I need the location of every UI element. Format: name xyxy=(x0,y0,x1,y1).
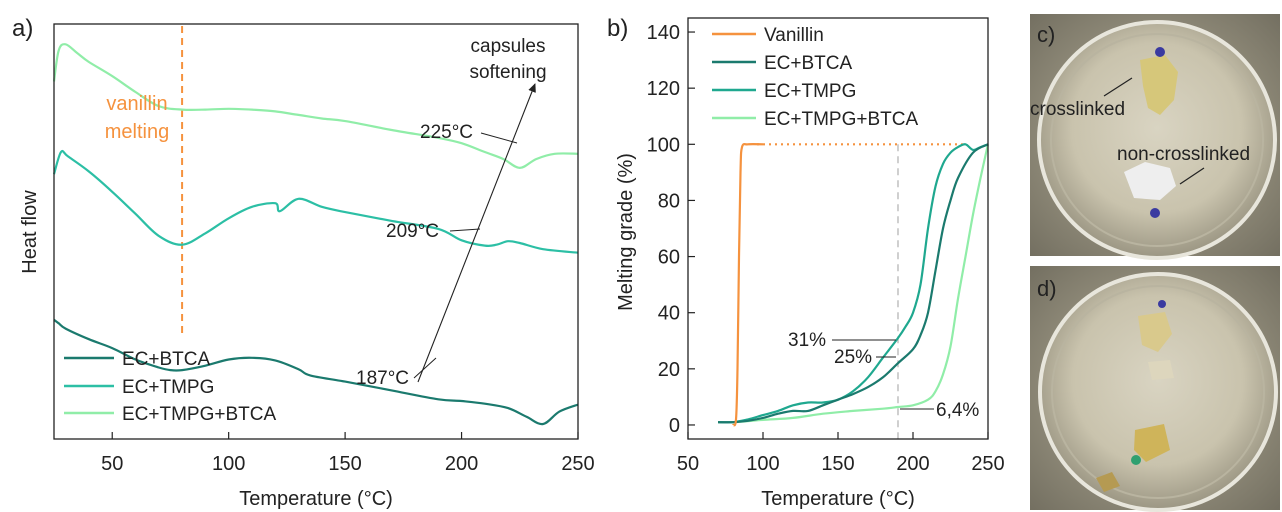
vline-label-line2: melting xyxy=(105,121,169,143)
panel-a-ylabel: Heat flow xyxy=(19,190,41,274)
panel-b-label: b) xyxy=(607,15,628,42)
legend-a-entry-2: EC+TMPG xyxy=(122,377,214,398)
b-x-tick-label: 200 xyxy=(896,453,929,475)
b-y-tick-label: 100 xyxy=(647,134,680,156)
panel-b-axes: 50 100 150 200 250 0 20 40 60 80 100 120 140 xyxy=(647,22,1005,475)
legend-a-entry-1: EC+BTCA xyxy=(122,349,210,370)
annotation-31: 31% xyxy=(788,330,826,351)
annotation-softening-line2: softening xyxy=(469,62,546,83)
photo-c-noncrosslinked-arrow xyxy=(1179,167,1205,185)
b-y-tick-label: 60 xyxy=(658,247,680,269)
vline-label-line1: vanillin xyxy=(106,93,167,115)
photo-c-label: c) xyxy=(1037,22,1055,47)
photo-c-yellow-sample xyxy=(1140,55,1178,115)
photo-d-green-spot xyxy=(1131,455,1141,465)
photo-d: d) xyxy=(1030,266,1280,512)
series-a-2-line xyxy=(52,149,579,254)
b-y-tick-label: 20 xyxy=(658,359,680,381)
photo-c-noncrosslinked-label: non-crosslinked xyxy=(1117,144,1250,165)
series-b-3-line xyxy=(717,143,989,424)
b-y-tick-label: 0 xyxy=(669,415,680,437)
photo-d-fragment-3 xyxy=(1134,424,1170,462)
b-x-tick-label: 250 xyxy=(971,453,1004,475)
panel-a-legend: EC+BTCA EC+TMPG EC+TMPG+BTCA xyxy=(64,349,276,425)
photo-c-white-sample xyxy=(1124,162,1176,200)
a-x-tick-label: 250 xyxy=(561,453,594,475)
photo-c-dish-inner xyxy=(1050,33,1264,247)
panel-b: b) 50 100 150 200 250 0 20 40 60 80 100 120 140 Temp… xyxy=(607,15,1005,510)
photo-c-marker-top xyxy=(1155,47,1165,57)
panel-a-plot xyxy=(52,26,579,426)
panel-a-x-axis: 50 100 150 200 250 xyxy=(101,432,595,475)
panel-a: a) 50 100 150 200 250 Temperature (°C) Heat … xyxy=(12,15,595,510)
annotation-25: 25% xyxy=(834,347,872,368)
a-x-tick-label: 150 xyxy=(328,453,361,475)
panel-b-xlabel: Temperature (°C) xyxy=(761,488,915,510)
annotation-187-leader xyxy=(413,357,437,379)
photo-d-dish-inner xyxy=(1051,285,1265,499)
legend-b-entry-3: EC+TMPG xyxy=(764,81,856,102)
photo-d-dish-rim xyxy=(1038,272,1278,512)
panel-a-frame xyxy=(53,23,579,440)
photo-c: c) crosslinked non-crosslinked xyxy=(1030,14,1280,260)
series-b-2-line xyxy=(717,143,989,424)
panel-a-label: a) xyxy=(12,15,33,42)
legend-a-entry-3: EC+TMPG+BTCA xyxy=(122,404,276,425)
a-x-tick-label: 200 xyxy=(445,453,478,475)
annotation-225: 225°C xyxy=(420,122,473,143)
legend-b-entry-1: Vanillin xyxy=(764,25,824,46)
b-x-tick-label: 150 xyxy=(821,453,854,475)
panel-b-plot xyxy=(717,142,990,439)
annotation-209-leader xyxy=(449,228,481,232)
series-b-1-line xyxy=(732,142,764,427)
legend-b-entry-2: EC+BTCA xyxy=(764,53,852,74)
b-y-tick-label: 40 xyxy=(658,303,680,325)
annotation-64: 6,4% xyxy=(936,400,979,421)
photo-d-marker-top xyxy=(1158,300,1166,308)
series-a-3-line xyxy=(52,43,579,170)
b-x-tick-label: 100 xyxy=(746,453,779,475)
b-y-tick-label: 80 xyxy=(658,190,680,212)
photo-c-crosslinked-arrow xyxy=(1103,77,1133,97)
photo-d-fragment-1 xyxy=(1138,312,1172,352)
photo-c-crosslinked-label: crosslinked xyxy=(1030,99,1125,120)
annotation-209: 209°C xyxy=(386,221,439,242)
photo-d-fragment-4 xyxy=(1096,472,1120,492)
panel-b-legend: Vanillin EC+BTCA EC+TMPG EC+TMPG+BTCA xyxy=(712,25,918,130)
b-x-tick-label: 50 xyxy=(677,453,699,475)
b-y-tick-label: 140 xyxy=(647,22,680,44)
photo-d-fragment-2 xyxy=(1148,360,1174,380)
series-b-4-line xyxy=(717,144,990,424)
photo-d-label: d) xyxy=(1037,276,1057,301)
a-x-tick-label: 50 xyxy=(101,453,123,475)
a-x-tick-label: 100 xyxy=(212,453,245,475)
annotation-softening-line1: capsules xyxy=(471,36,546,57)
annotation-187: 187°C xyxy=(356,368,409,389)
panel-a-xlabel: Temperature (°C) xyxy=(239,488,393,510)
series-a-1-line xyxy=(53,318,579,426)
annotation-225-leader xyxy=(480,132,518,144)
legend-b-entry-4: EC+TMPG+BTCA xyxy=(764,109,918,130)
b-y-tick-label: 120 xyxy=(647,78,680,100)
panel-b-ylabel: Melting grade (%) xyxy=(615,153,637,311)
photo-c-marker-bottom xyxy=(1150,208,1160,218)
softening-arrow xyxy=(417,83,536,383)
photo-c-dish-rim xyxy=(1037,20,1277,260)
